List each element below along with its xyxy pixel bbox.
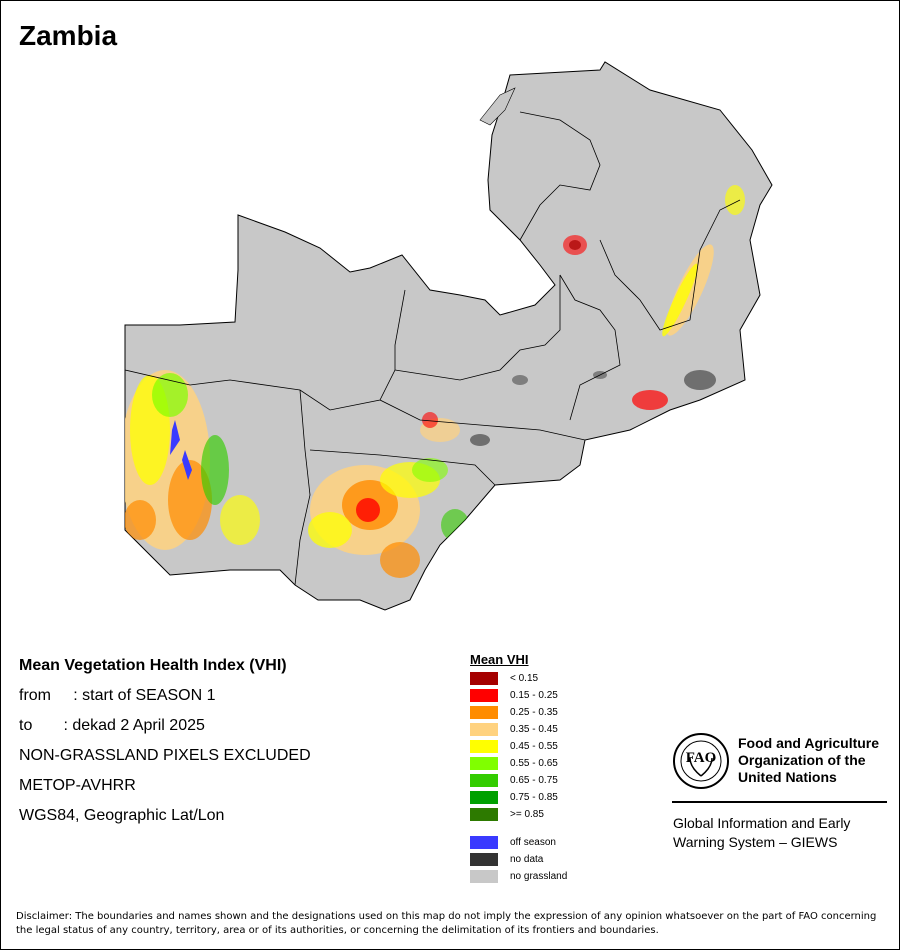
legend-swatch [470, 836, 498, 849]
info-exclusion: NON-GRASSLAND PIXELS EXCLUDED [19, 747, 311, 764]
legend-label: no grassland [510, 871, 568, 882]
disclaimer: Disclaimer: The boundaries and names sho… [16, 911, 877, 936]
info-to: to : dekad 2 April 2025 [19, 717, 205, 734]
legend-item-no-data: no data [470, 853, 543, 866]
giews-line: Warning System – GIEWS [673, 834, 838, 850]
legend-label: 0.75 - 0.85 [510, 792, 558, 803]
legend-swatch [470, 853, 498, 866]
legend-item-off-season: off season [470, 836, 556, 849]
legend-label: < 0.15 [510, 673, 539, 684]
info-from: from : start of SEASON 1 [19, 687, 216, 704]
info-projection: WGS84, Geographic Lat/Lon [19, 807, 225, 824]
legend-swatch [470, 757, 498, 770]
legend-label: off season [510, 837, 556, 848]
legend-swatch [470, 706, 498, 719]
vhi-patches [125, 185, 745, 578]
legend-swatch [470, 723, 498, 736]
legend-item: 0.35 - 0.45 [470, 723, 558, 736]
zambia-territory [124, 61, 773, 611]
legend-item: 0.45 - 0.55 [470, 740, 558, 753]
legend-label: 0.15 - 0.25 [510, 690, 558, 701]
legend-item: 0.65 - 0.75 [470, 774, 558, 787]
legend-item: < 0.15 [470, 672, 538, 685]
legend-item: 0.75 - 0.85 [470, 791, 558, 804]
legend-label: 0.65 - 0.75 [510, 775, 558, 786]
legend-label: no data [510, 854, 544, 865]
legend-label: >= 0.85 [510, 809, 544, 820]
legend-label: 0.25 - 0.35 [510, 707, 558, 718]
legend-item-no-grassland: no grassland [470, 870, 567, 883]
legend-swatch [470, 740, 498, 753]
fao-logo-text: FAO [686, 750, 717, 766]
fao-logo-icon: FAO [673, 733, 729, 789]
legend-swatch [470, 870, 498, 883]
legend-swatch [470, 774, 498, 787]
fao-name-line: Organization of the [738, 752, 866, 768]
province-boundaries [124, 111, 741, 586]
legend-label: 0.55 - 0.65 [510, 758, 558, 769]
divider [672, 801, 887, 803]
legend-item: 0.15 - 0.25 [470, 689, 558, 702]
legend-item: 0.25 - 0.35 [470, 706, 558, 719]
legend-swatch [470, 791, 498, 804]
legend-item: >= 0.85 [470, 808, 544, 821]
info-heading: Mean Vegetation Health Index (VHI) [19, 657, 287, 674]
giews-name: Global Information and Early Warning Sys… [673, 814, 888, 852]
legend-swatch [470, 689, 498, 702]
legend-label: 0.35 - 0.45 [510, 724, 558, 735]
legend-swatch [470, 808, 498, 821]
giews-line: Global Information and Early [673, 815, 851, 831]
fao-name-line: United Nations [738, 769, 837, 785]
legend-title: Mean VHI [470, 652, 529, 667]
map-title: Zambia [19, 20, 118, 51]
info-sensor: METOP-AVHRR [19, 777, 136, 794]
lake-tanganyika-edge [479, 87, 516, 126]
fao-name: Food and Agriculture Organization of the… [738, 735, 898, 786]
legend-label: 0.45 - 0.55 [510, 741, 558, 752]
fao-name-line: Food and Agriculture [738, 735, 880, 751]
zambia-vhi-map [124, 61, 773, 611]
legend-swatch [470, 672, 498, 685]
legend-item: 0.55 - 0.65 [470, 757, 558, 770]
